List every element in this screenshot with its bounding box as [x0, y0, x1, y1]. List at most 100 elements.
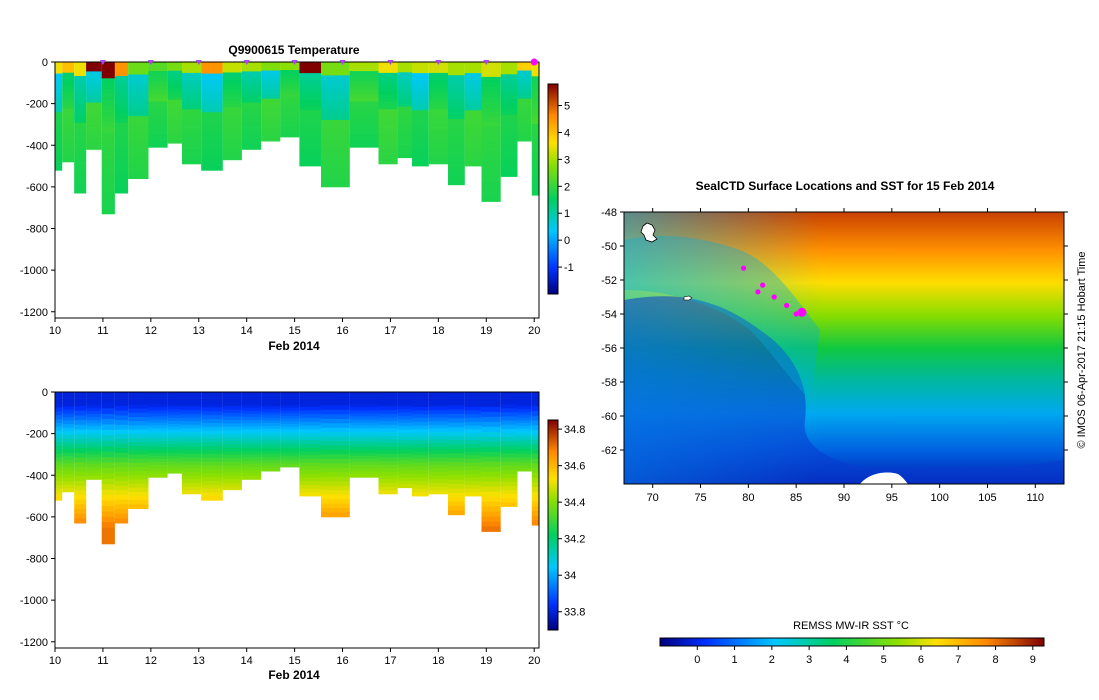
profile-cell: [261, 392, 281, 396]
profile-column: [428, 62, 448, 165]
profile-cell: [349, 449, 379, 454]
profile-cell: [128, 475, 149, 480]
profile-cell: [241, 476, 262, 480]
profile-cell: [464, 69, 482, 74]
profile-cell: [201, 81, 223, 86]
profile-cell: [378, 399, 398, 404]
profile-cell: [280, 94, 300, 98]
profile-cell: [55, 395, 63, 401]
profile-cell: [517, 437, 532, 441]
profile-cell: [128, 153, 149, 159]
profile-cell: [261, 101, 281, 105]
profile-cell: [148, 92, 168, 96]
profile-cell: [428, 475, 448, 480]
time-marker: [195, 60, 202, 65]
profile-cell: [128, 504, 149, 509]
profile-cell: [167, 438, 182, 442]
profile-cell: [280, 62, 300, 66]
profile-cell: [114, 136, 129, 142]
profile-cell: [201, 104, 223, 109]
profile-cell: [128, 462, 149, 468]
profile-cell: [517, 468, 532, 472]
profile-cell: [114, 513, 129, 519]
profile-cell: [101, 72, 115, 79]
profile-cell: [182, 156, 202, 161]
profile-cell: [201, 461, 223, 466]
profile-cell: [412, 425, 429, 430]
profile-cell: [280, 99, 300, 103]
colorbar-tick-label: 34.6: [564, 461, 585, 473]
profile-cell: [222, 138, 242, 143]
profile-cell: [349, 471, 379, 475]
profile-cell: [448, 136, 465, 142]
profile-cell: [517, 87, 532, 91]
profile-cell: [55, 154, 63, 160]
profile-cell: [321, 409, 350, 415]
profile-cell: [114, 188, 129, 194]
profile-cell: [261, 64, 281, 68]
profile-column: [500, 392, 518, 507]
profile-cell: [148, 474, 168, 478]
profile-cell: [222, 96, 242, 101]
time-marker: [339, 60, 346, 65]
profile-cell: [55, 442, 63, 447]
x-tick-label: 20: [528, 325, 540, 337]
profile-cell: [349, 422, 379, 426]
profile-cell: [201, 422, 223, 428]
profile-cell: [201, 395, 223, 401]
profile-cell: [261, 78, 281, 83]
profile-cell: [500, 70, 518, 75]
profile-cell: [397, 409, 412, 413]
profile-cell: [280, 118, 300, 122]
profile-cell: [167, 105, 182, 109]
profile-cell: [55, 73, 63, 78]
profile-cell: [464, 440, 482, 445]
profile-cell: [261, 431, 281, 435]
profile-cell: [481, 431, 501, 438]
profile-cell: [261, 414, 281, 418]
profile-cell: [378, 69, 398, 74]
profile-cell: [299, 481, 321, 486]
profile-cell: [428, 156, 448, 161]
profile-cell: [412, 88, 429, 93]
profile-cell: [241, 473, 262, 477]
profile-cell: [500, 98, 518, 104]
profile-cell: [397, 439, 412, 444]
profile-cell: [412, 447, 429, 452]
profile-cell: [114, 118, 129, 124]
profile-cell: [378, 156, 398, 161]
profile-cell: [412, 117, 429, 122]
profile-cell: [448, 171, 465, 177]
profile-cell: [448, 422, 465, 428]
profile-cell: [167, 415, 182, 419]
profile-cell: [182, 91, 202, 96]
profile-cell: [148, 129, 168, 133]
profile-cell: [378, 424, 398, 429]
profile-cell: [428, 424, 448, 429]
profile-cell: [481, 116, 501, 123]
profile-cell: [167, 432, 182, 436]
profile-cell: [55, 139, 63, 144]
colorbar-tick-label: 5: [881, 654, 887, 666]
profile-cell: [128, 491, 149, 497]
profile-cell: [412, 136, 429, 141]
profile-cell: [55, 422, 63, 428]
profile-cell: [182, 475, 202, 480]
profile-cell: [201, 131, 223, 136]
profile-cell: [378, 446, 398, 451]
profile-cell: [378, 131, 398, 136]
profile-cell: [378, 457, 398, 462]
colorbar-tick-label: 1: [732, 654, 738, 666]
salinity-xlabel: Feb 2014: [268, 668, 320, 682]
profile-cell: [500, 428, 518, 434]
profile-cell: [241, 470, 262, 474]
profile-cell: [114, 415, 129, 421]
profile-cell: [182, 145, 202, 150]
profile-cell: [86, 77, 102, 82]
profile-cell: [299, 110, 321, 115]
profile-cell: [299, 136, 321, 141]
salinity-colorbar: [547, 419, 559, 631]
profile-cell: [378, 80, 398, 85]
profile-cell: [481, 511, 501, 517]
profile-cell: [101, 446, 115, 453]
